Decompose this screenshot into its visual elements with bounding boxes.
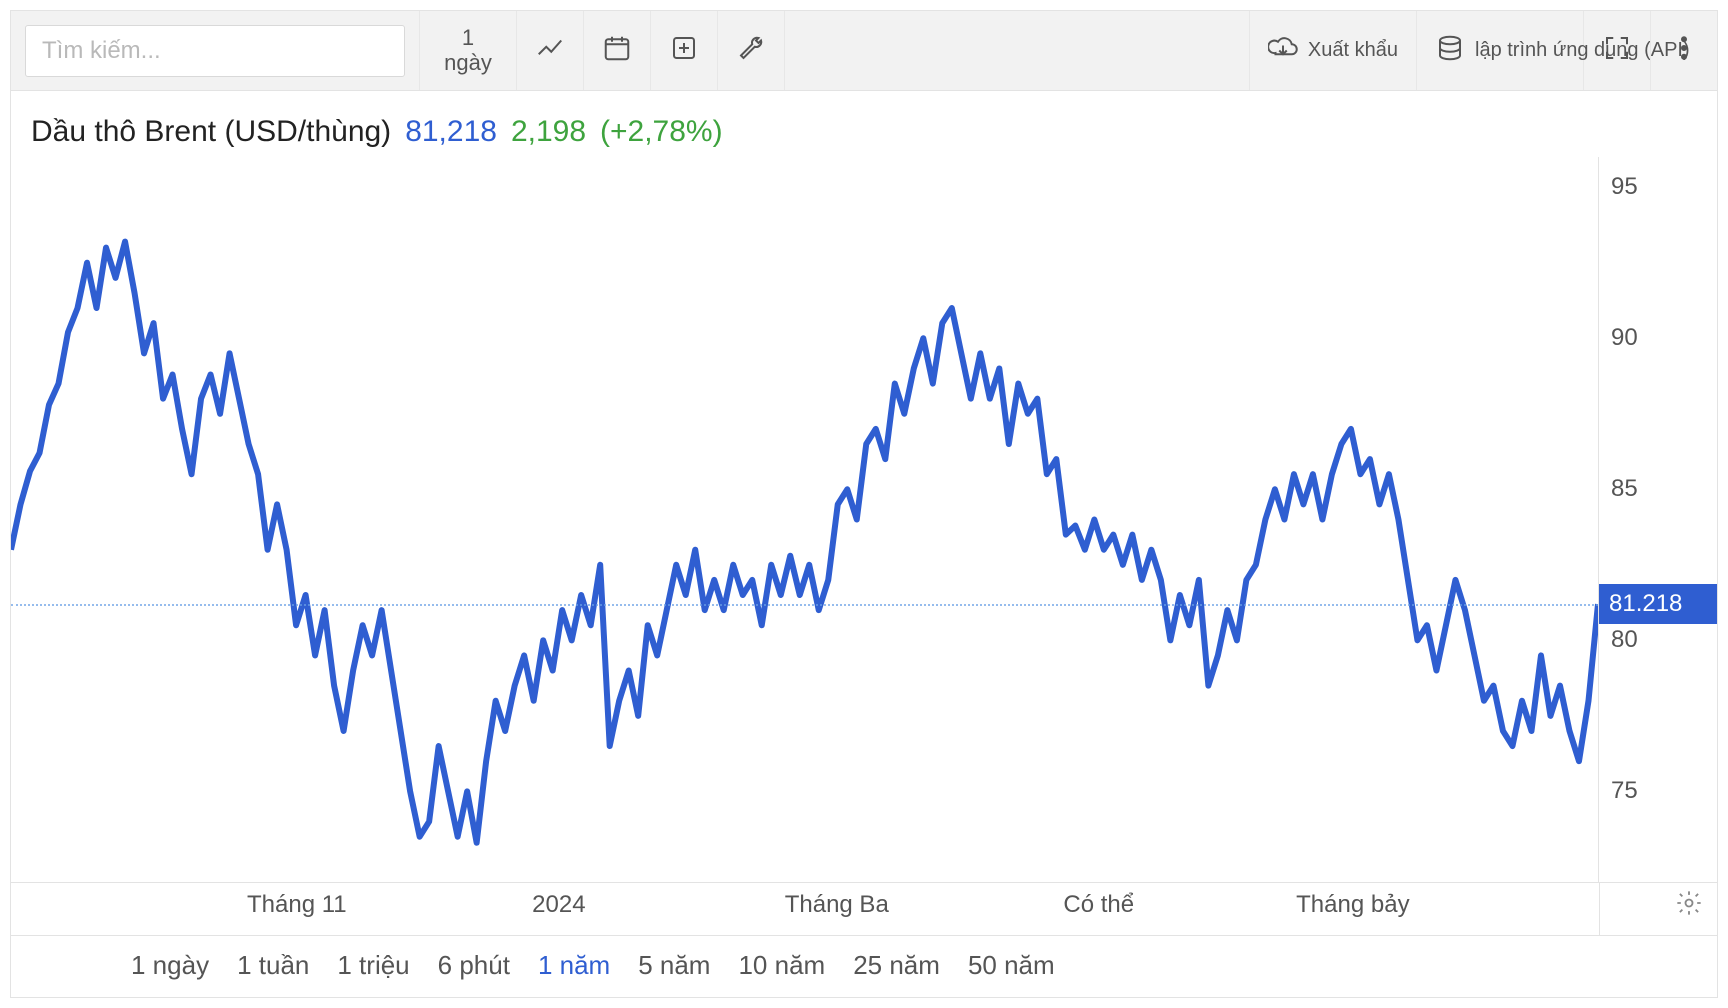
y-tick: 75	[1611, 777, 1638, 805]
range-option[interactable]: 50 năm	[968, 950, 1055, 981]
toolbar-spacer	[785, 11, 1250, 90]
x-axis-wrap: Tháng 11 2024 Tháng Ba Có thể Tháng bảy	[11, 882, 1717, 935]
fullscreen-button[interactable]	[1584, 11, 1651, 90]
range-option[interactable]: 1 ngày	[131, 950, 209, 981]
range-option[interactable]: 6 phút	[438, 950, 510, 981]
y-tick: 90	[1611, 324, 1638, 352]
price-line	[11, 157, 1598, 882]
x-tick: Tháng bảy	[1296, 891, 1409, 919]
x-tick: Có thể	[1063, 891, 1134, 919]
fullscreen-icon	[1602, 33, 1632, 69]
chart-area[interactable]: 95 90 85 80 75 81.218	[11, 157, 1717, 882]
title-row: Dầu thô Brent (USD/thùng) 81,218 2,198 (…	[11, 91, 1717, 157]
axis-settings-cell	[1599, 883, 1717, 935]
y-tick: 85	[1611, 475, 1638, 503]
search-wrap	[11, 11, 420, 90]
range-option[interactable]: 1 tuần	[237, 950, 309, 981]
toolbar: 1 ngày	[11, 11, 1717, 91]
x-tick: 2024	[532, 891, 585, 919]
more-button[interactable]	[1651, 11, 1717, 90]
line-chart-icon	[535, 33, 565, 69]
api-label: lập trình ứng dụng (API)	[1475, 39, 1565, 62]
x-tick: Tháng Ba	[785, 891, 889, 919]
instrument-name: Dầu thô Brent (USD/thùng)	[31, 115, 391, 149]
current-price-tag: 81.218	[1599, 584, 1717, 624]
range-option[interactable]: 25 năm	[853, 950, 940, 981]
instrument-price: 81,218	[405, 115, 497, 149]
y-tick: 80	[1611, 626, 1638, 654]
calendar-icon	[602, 33, 632, 69]
chart-frame: 1 ngày	[10, 10, 1718, 998]
range-option[interactable]: 5 năm	[638, 950, 710, 981]
chart-plot[interactable]	[11, 157, 1599, 882]
instrument-change: 2,198	[511, 115, 586, 149]
date-range-button[interactable]	[584, 11, 651, 90]
add-button[interactable]	[651, 11, 718, 90]
tools-button[interactable]	[718, 11, 785, 90]
axis-settings-button[interactable]	[1675, 889, 1703, 922]
export-label: Xuất khẩu	[1308, 39, 1398, 62]
range-selector: 1 ngày 1 tuần 1 triệu 6 phút 1 năm 5 năm 10 nă…	[11, 935, 1717, 997]
instrument-pct: (+2,78%)	[600, 115, 723, 149]
chart-type-button[interactable]	[517, 11, 584, 90]
plus-box-icon	[669, 33, 699, 69]
x-tick: Tháng 11	[247, 891, 347, 919]
y-tick: 95	[1611, 173, 1638, 201]
interval-button[interactable]: 1 ngày	[420, 11, 517, 90]
range-option[interactable]: 1 triệu	[337, 950, 409, 981]
y-axis[interactable]: 95 90 85 80 75 81.218	[1599, 157, 1717, 882]
range-option[interactable]: 10 năm	[738, 950, 825, 981]
search-input[interactable]	[25, 25, 405, 77]
database-icon	[1435, 33, 1465, 69]
api-button[interactable]: lập trình ứng dụng (API)	[1417, 11, 1584, 90]
current-price-line	[11, 604, 1598, 606]
more-vertical-icon	[1669, 33, 1699, 69]
cloud-download-icon	[1268, 33, 1298, 69]
x-axis[interactable]: Tháng 11 2024 Tháng Ba Có thể Tháng bảy	[11, 883, 1599, 935]
interval-label: 1 ngày	[438, 26, 498, 74]
export-button[interactable]: Xuất khẩu	[1250, 11, 1417, 90]
wrench-icon	[736, 33, 766, 69]
range-option[interactable]: 1 năm	[538, 950, 610, 981]
